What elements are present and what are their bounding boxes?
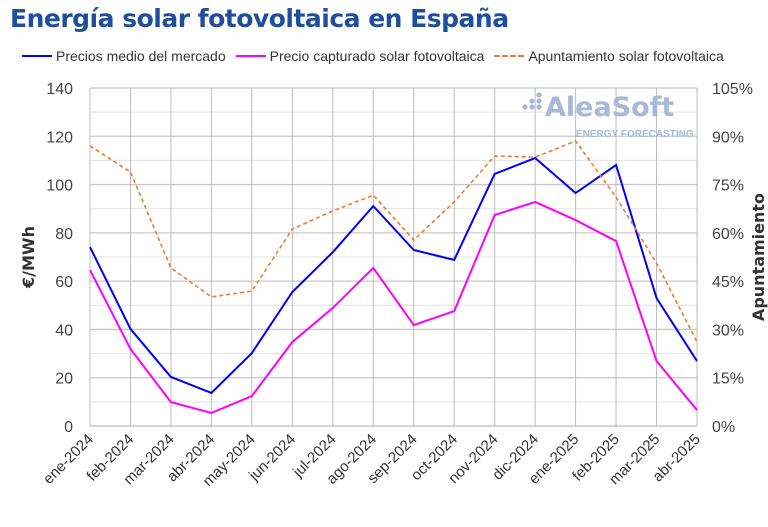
watermark-tagline: ENERGY FORECASTING <box>576 129 694 140</box>
x-tick-label: ene-2024 <box>40 431 97 488</box>
y-tick-label: 80 <box>55 226 73 243</box>
legend-item: Apuntamiento solar fotovoltaica <box>494 48 724 64</box>
legend-swatch <box>22 55 52 57</box>
y2-tick-label: 45% <box>712 274 744 291</box>
series-line-0 <box>89 156 698 395</box>
legend: Precios medio del mercado Precio captura… <box>22 48 724 64</box>
legend-swatch <box>235 55 266 57</box>
watermark-dot <box>536 98 542 104</box>
series-line-2 <box>89 140 698 343</box>
series-line-1 <box>89 200 698 415</box>
legend-item: Precio capturado solar fotovoltaica <box>235 48 485 64</box>
watermark-dot <box>536 104 542 110</box>
watermark-dot <box>529 98 535 104</box>
watermark-dot <box>529 104 535 110</box>
watermark-dot <box>536 92 542 98</box>
legend-swatch <box>494 55 525 57</box>
y2-tick-label: 60% <box>712 226 744 243</box>
y2-tick-label: 30% <box>712 322 744 339</box>
legend-label: Precio capturado solar fotovoltaica <box>269 48 485 64</box>
chart-title: Energía solar fotovoltaica en España <box>10 4 509 33</box>
y2-tick-label: 15% <box>712 371 744 388</box>
y-tick-label: 140 <box>46 81 73 98</box>
y-tick-label: 40 <box>55 322 73 339</box>
y2-tick-label: 0% <box>712 419 735 436</box>
y-tick-label: 20 <box>55 371 73 388</box>
y2-tick-label: 105% <box>712 81 753 98</box>
watermark-logo: AleaSoft <box>545 92 674 123</box>
y-tick-label: 120 <box>46 129 73 146</box>
y2-tick-label: 90% <box>712 129 744 146</box>
watermark-dot <box>522 104 528 110</box>
y2-tick-label: 75% <box>712 178 744 195</box>
legend-item: Precios medio del mercado <box>22 48 226 64</box>
legend-label: Precios medio del mercado <box>56 48 226 64</box>
y-tick-label: 100 <box>46 178 73 195</box>
legend-label: Apuntamiento solar fotovoltaica <box>528 48 724 64</box>
y-axis-label: €/MWh <box>19 226 38 289</box>
y-tick-label: 60 <box>55 274 73 291</box>
y-tick-label: 0 <box>64 419 73 436</box>
y2-axis-label: Apuntamiento <box>749 193 768 321</box>
